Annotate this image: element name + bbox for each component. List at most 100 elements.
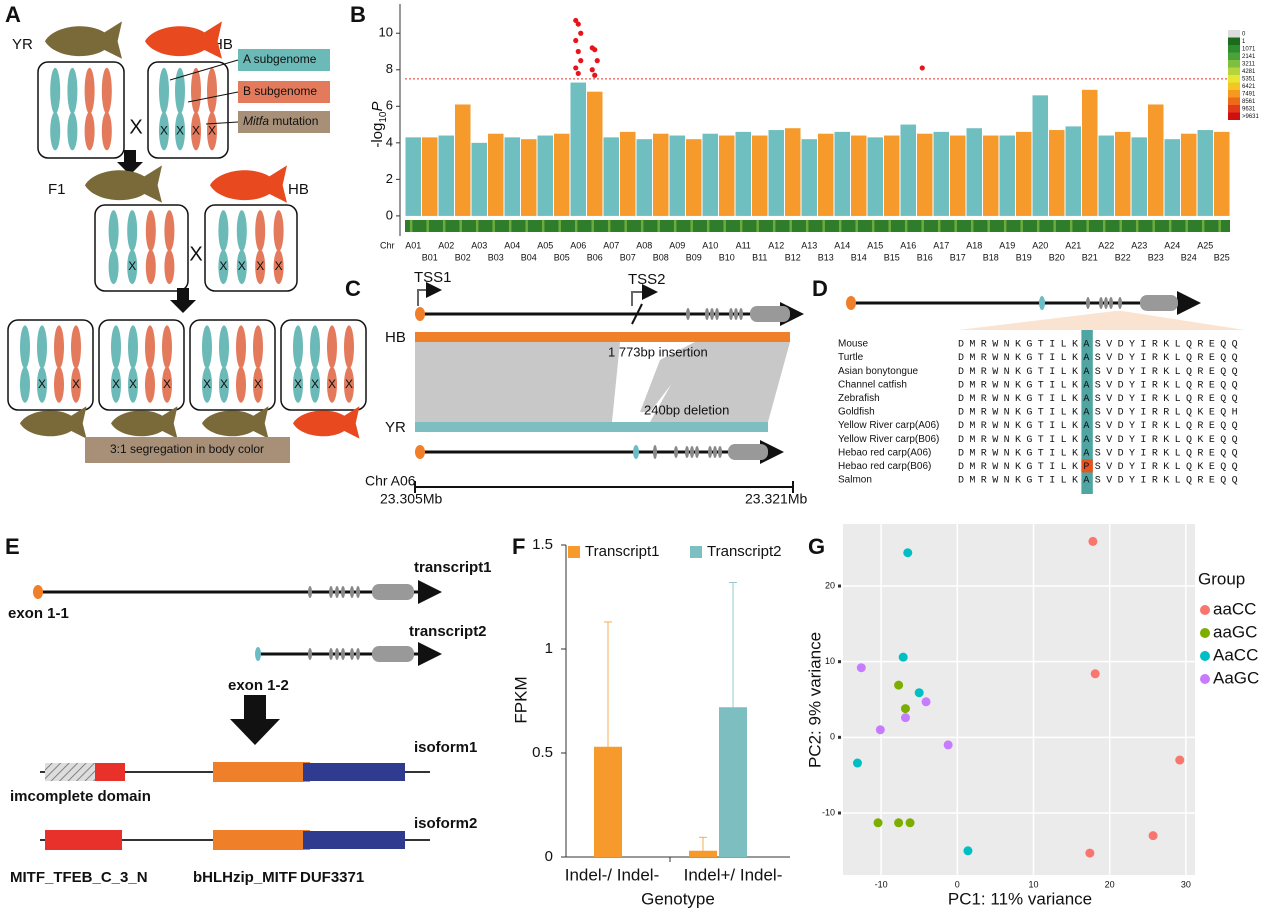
- chromosome: [327, 366, 337, 403]
- chromosome-signal: [471, 142, 487, 216]
- y-tick: [838, 735, 841, 739]
- density-stripe: [772, 220, 776, 232]
- density-stripe: [789, 220, 792, 232]
- fish: [293, 406, 360, 439]
- chromosome-label: B06: [587, 252, 603, 262]
- chromosome-signal: [917, 133, 933, 216]
- density-stripe: [888, 220, 891, 232]
- y-tick: [838, 584, 841, 588]
- density-stripe: [1069, 220, 1073, 232]
- chromosome: [175, 67, 185, 114]
- density-key-label: 2141: [1242, 54, 1256, 60]
- chromosome: [344, 325, 354, 369]
- chromosome-signal: [653, 133, 669, 216]
- chromosome: [111, 325, 121, 369]
- density-key-label: 7491: [1242, 92, 1256, 98]
- exon: [705, 308, 709, 320]
- fish: [45, 21, 122, 59]
- chromosome-label: B09: [686, 252, 702, 262]
- chromosome: [101, 111, 112, 151]
- chromosome-signal: [966, 128, 982, 216]
- chromosome: [207, 111, 217, 151]
- chromosome: [127, 210, 138, 252]
- chromosome: [111, 366, 121, 403]
- chromosome-box: [189, 319, 276, 411]
- y-tick-label: 20: [825, 580, 835, 590]
- mutation-mark: X: [275, 259, 283, 273]
- insertion-slash: [631, 303, 643, 325]
- exon: [350, 648, 354, 660]
- chromosome-signal: [900, 124, 916, 216]
- domain: [45, 830, 122, 850]
- chromosome-signal: [999, 135, 1015, 216]
- domain: [213, 762, 310, 782]
- chromosome-signal: [1065, 126, 1081, 216]
- density-stripe: [739, 220, 743, 232]
- chromosome-label: A18: [966, 240, 982, 250]
- chromosome-label: B21: [1082, 252, 1098, 262]
- chromosome-label: B15: [884, 252, 900, 262]
- chromosome-signal: [669, 135, 685, 216]
- chromosome-label: B14: [851, 252, 867, 262]
- exon: [329, 648, 333, 660]
- significant-point: [575, 48, 581, 55]
- exon-block: [372, 646, 414, 662]
- legend-label: AaGC: [1213, 668, 1259, 687]
- density-stripe: [838, 220, 842, 232]
- density-stripe: [723, 220, 726, 232]
- incomplete-domain: [45, 763, 95, 781]
- fish: [20, 406, 87, 439]
- significant-point: [592, 47, 598, 53]
- significant-point: [578, 30, 584, 36]
- panel-label: G: [808, 534, 825, 559]
- density-key: [1228, 97, 1240, 105]
- chromosome-label: A17: [933, 240, 949, 250]
- mutation-mark: X: [129, 377, 137, 391]
- chromosome-label: B10: [719, 252, 735, 262]
- chromosome-label: A03: [471, 240, 487, 250]
- chromosome: [20, 366, 30, 403]
- sequence: DMRWNKGTILKASVDYIRRLQKEQH: [958, 408, 1243, 419]
- density-stripe: [756, 220, 759, 232]
- significant-point: [919, 65, 925, 71]
- chromosome-label: B22: [1115, 252, 1131, 262]
- chromosome: [84, 67, 95, 114]
- exon-block: [750, 306, 790, 322]
- y-axis-label: FPKM: [511, 676, 530, 723]
- density-stripe: [1020, 220, 1023, 232]
- density-key: [1228, 37, 1240, 45]
- pointer: [169, 59, 239, 81]
- exon: [695, 446, 699, 458]
- x-tick-label: 30: [1181, 879, 1191, 889]
- label-yr: YR: [12, 36, 33, 53]
- chromosome: [164, 249, 175, 285]
- chromosome-label: A09: [669, 240, 685, 250]
- tss-arrow: [631, 284, 658, 306]
- exon: [1039, 296, 1045, 310]
- chromosome-label: B05: [554, 252, 570, 262]
- point: [1088, 536, 1098, 546]
- chromosome-label: B02: [455, 252, 471, 262]
- y-tick: [838, 660, 841, 664]
- exon: [33, 585, 43, 599]
- domain: [213, 830, 310, 850]
- chromosome-box: [37, 61, 125, 159]
- exon: [341, 648, 345, 660]
- species-name: Hebao red carp(B06): [838, 461, 931, 472]
- chromosome-label: B08: [653, 252, 669, 262]
- y-tick-label: 6: [386, 98, 393, 113]
- mutation-highlight: [1081, 459, 1093, 473]
- exon: [713, 446, 717, 458]
- exon: [308, 648, 312, 660]
- exon: [341, 586, 345, 598]
- chromosome-signal: [686, 139, 702, 216]
- chromosome: [54, 366, 64, 403]
- chromosome: [145, 210, 156, 252]
- chromosome-signal: [851, 135, 867, 216]
- chromosome: [20, 325, 30, 369]
- density-stripe: [822, 220, 825, 232]
- y-tick: [838, 811, 841, 815]
- mutation-mark: X: [294, 377, 302, 391]
- hb-bar: [415, 332, 790, 342]
- density-stripe: [690, 220, 693, 232]
